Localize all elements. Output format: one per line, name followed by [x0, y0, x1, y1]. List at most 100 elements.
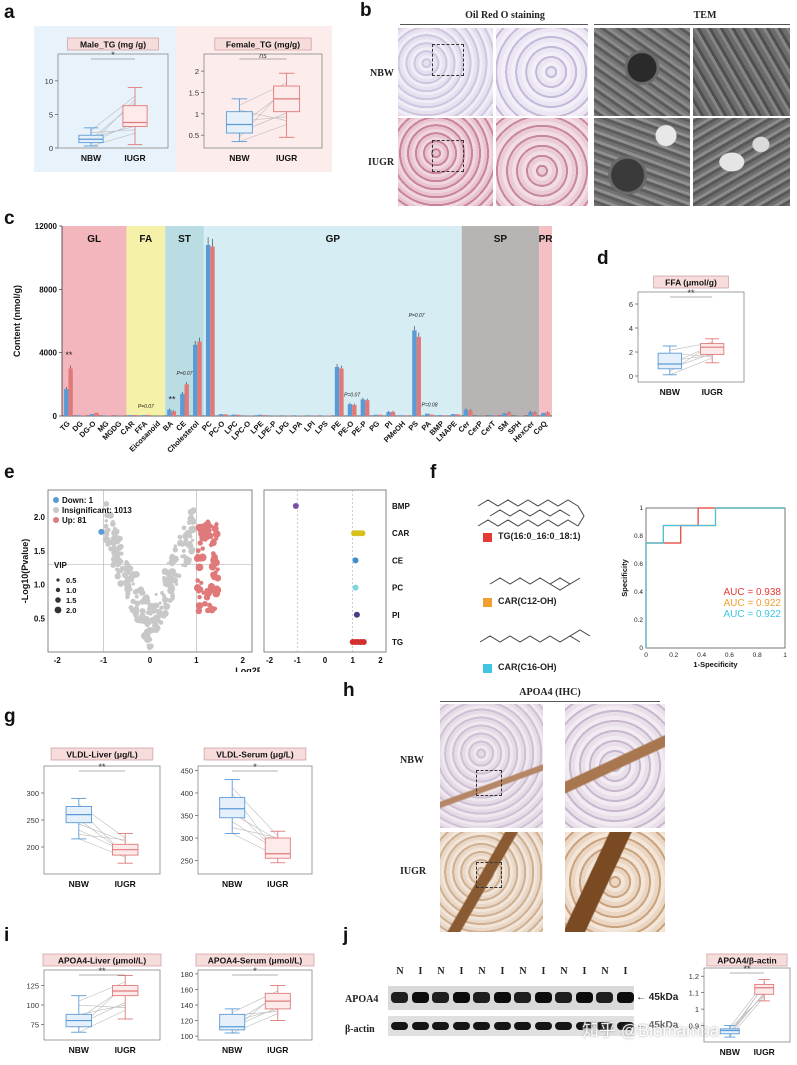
x-tick-label: -1	[294, 656, 302, 665]
point-up	[206, 520, 211, 525]
y-tick-label: 250	[180, 857, 193, 866]
bar-nbw	[438, 415, 442, 416]
point-insignificant	[170, 557, 176, 563]
x-tick-label: 0.6	[725, 652, 734, 659]
x-tick-label: 0.2	[669, 652, 678, 659]
sig-label: **	[687, 288, 695, 298]
oilred-nbw-high	[496, 28, 588, 116]
y-tick-label: 0.5	[189, 131, 199, 140]
y-tick-label: 0.5	[34, 614, 46, 623]
band-apoa4	[453, 992, 470, 1003]
x-tick-label: -2	[266, 656, 274, 665]
chart-apoa4-ratio: APOA4/β-actin 0.9 1 1.1 1.2 NBW IUGR **	[682, 952, 794, 1062]
point-insignificant	[147, 644, 151, 648]
size-legend-dot	[56, 588, 60, 592]
bar-iugr	[404, 415, 408, 416]
y-tick-label: 4	[629, 324, 633, 333]
point-insignificant	[165, 584, 168, 587]
plot-frame	[198, 970, 312, 1040]
point-insignificant	[170, 593, 174, 597]
box-nbw	[720, 1029, 739, 1034]
point-insignificant	[155, 593, 158, 596]
point-insignificant	[106, 543, 110, 547]
point-insignificant	[146, 611, 150, 615]
category-label: CE	[392, 556, 404, 565]
sig-label: **	[98, 966, 106, 976]
point-up	[197, 595, 201, 599]
bar-iugr	[81, 415, 85, 416]
chart-lipid-classes: GL FA ST GP SP PR04000800012000Content (nmol/…	[0, 216, 560, 474]
chart-title: FFA (μmol/g)	[665, 278, 717, 288]
y-tick-label: 100	[26, 1001, 39, 1010]
class-label: GP	[326, 234, 341, 245]
x-tick-label: 0	[644, 652, 648, 659]
oilred-iugr-high	[496, 118, 588, 206]
point-up	[196, 602, 203, 609]
annotation: P=0.07	[177, 371, 193, 377]
legend-label: Up: 81	[62, 516, 87, 525]
x-tick-label: PS	[407, 419, 420, 432]
bar-iugr	[94, 413, 98, 416]
chart-vldl-liver: VLDL-Liver (μg/L)200250300NBW IUGR**	[18, 746, 168, 896]
bar-iugr	[442, 415, 446, 416]
size-legend-label: 0.5	[66, 576, 76, 585]
point-insignificant	[174, 544, 178, 548]
category-label: TG	[392, 638, 403, 647]
y-tick-label: 6	[629, 300, 633, 309]
y-tick-label: 0.8	[634, 533, 643, 540]
point-up	[206, 528, 212, 534]
lipid-dot	[353, 585, 359, 591]
point-insignificant	[132, 582, 135, 585]
point-insignificant	[162, 577, 169, 584]
size-legend-label: 1.5	[66, 596, 76, 605]
point-insignificant	[118, 544, 124, 550]
bar-iugr	[313, 415, 317, 416]
y-tick-label: 8000	[39, 285, 57, 294]
box-iugr	[755, 984, 774, 994]
bar-nbw	[129, 415, 133, 416]
panel-letter-j: j	[343, 925, 348, 947]
x-category-label: NBW	[69, 879, 90, 889]
point-insignificant	[103, 524, 108, 529]
y-tick-label: 140	[180, 1001, 193, 1010]
x-tick-label: BA	[161, 419, 175, 433]
annotation: P=0.08	[422, 403, 438, 409]
point-insignificant	[105, 519, 108, 522]
category-label: CAR	[392, 529, 410, 538]
zoom-box-iugr	[432, 140, 464, 172]
point-insignificant	[159, 606, 163, 610]
bar-nbw	[386, 412, 390, 416]
point-up	[197, 586, 203, 592]
tem-iugr-low	[594, 118, 690, 206]
lipid-dot	[353, 557, 359, 563]
bar-iugr	[185, 384, 189, 416]
lane-label: N	[435, 966, 447, 977]
point-up	[200, 523, 205, 528]
y-tick-label: 300	[26, 789, 39, 798]
x-tick-label: 1	[783, 652, 787, 659]
point-insignificant	[147, 635, 150, 638]
point-up	[211, 554, 218, 561]
point-up	[199, 581, 203, 585]
point-insignificant	[182, 549, 186, 553]
y-tick-label: 0.2	[634, 617, 643, 624]
band-apoa4	[494, 992, 511, 1003]
kda-label-apoa4: ← 45kDa	[636, 992, 678, 1003]
x-tick-label: 2	[241, 656, 246, 665]
bar-iugr	[378, 415, 382, 416]
bar-iugr	[546, 412, 550, 416]
plot-frame	[204, 54, 322, 148]
sig-label: *	[253, 966, 257, 976]
point-insignificant	[171, 579, 175, 583]
band-apoa4	[535, 992, 552, 1003]
bar-iugr	[352, 405, 356, 416]
point-insignificant	[118, 568, 123, 573]
y-tick-label: 250	[26, 816, 39, 825]
point-insignificant	[175, 582, 179, 586]
point-up	[216, 567, 220, 571]
x-tick-label: CerT	[479, 419, 498, 438]
lane-labels: NINININININI	[390, 966, 630, 980]
point-up	[212, 590, 220, 598]
point-up	[211, 538, 216, 543]
point-insignificant	[124, 575, 127, 578]
